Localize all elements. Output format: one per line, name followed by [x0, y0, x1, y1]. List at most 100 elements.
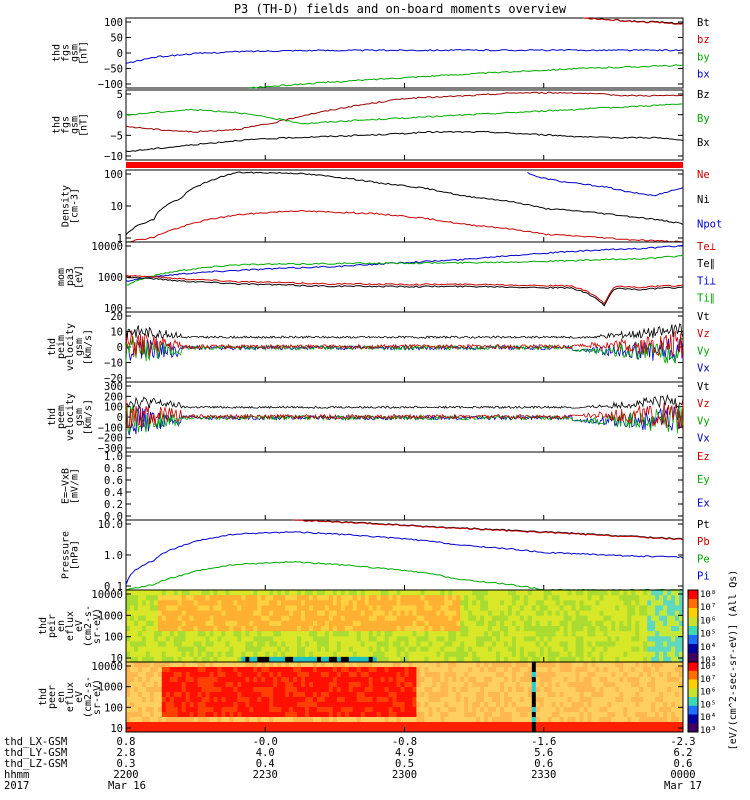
spectrogram-cell	[543, 600, 549, 606]
spectrogram-cell	[368, 687, 374, 693]
spectrogram-cell	[432, 631, 437, 637]
spectrogram-cell	[452, 615, 457, 622]
spectrogram-cell	[360, 712, 366, 718]
spectrogram-cell	[392, 677, 398, 683]
spectrogram-cell	[539, 610, 545, 617]
spectrogram-cell	[627, 667, 632, 673]
spectrogram-cell	[643, 717, 648, 723]
spectrogram-cell	[368, 702, 374, 708]
spectrogram-cell	[305, 595, 310, 601]
spectrogram-cell	[472, 697, 477, 703]
spectrogram-cell	[289, 672, 294, 678]
spectrogram-cell	[316, 712, 322, 718]
spectrogram-cell	[488, 692, 493, 698]
spectrogram-cell	[189, 667, 195, 673]
spectrogram-cell	[253, 707, 258, 713]
spectrogram-cell	[245, 697, 250, 703]
spectrogram-cell	[416, 727, 421, 733]
spectrogram-cell	[476, 687, 481, 693]
spectrogram-cell	[655, 605, 660, 612]
spectrogram-cell	[619, 722, 624, 728]
spectrogram-cell	[663, 590, 668, 596]
spectrogram-cell	[408, 641, 413, 648]
spectrogram-cell	[480, 707, 485, 713]
velocity-trace	[125, 336, 684, 364]
spectrogram-cell	[197, 631, 203, 637]
spectrogram-cell	[595, 692, 600, 698]
spectrogram-cell	[507, 682, 513, 688]
spectrogram-cell	[193, 692, 199, 698]
spectrogram-cell	[679, 692, 684, 698]
ytick-label: 20	[110, 311, 123, 323]
spectrogram-cell	[607, 667, 612, 673]
spectrogram-cell	[408, 626, 413, 632]
spectrogram-cell	[181, 626, 187, 632]
spectrogram-cell	[269, 702, 274, 708]
spectrogram-cell	[476, 672, 481, 678]
spectrogram-cell	[659, 677, 664, 683]
series-Pb	[293, 519, 684, 541]
spectrogram-cell	[484, 600, 489, 606]
spectrogram-cell	[531, 717, 537, 723]
spectrogram-cell	[575, 636, 581, 642]
spectrogram-cell	[611, 631, 616, 637]
spectrogram-cell	[324, 595, 330, 601]
spectrogram-cell	[348, 712, 354, 718]
spectrogram-cell	[627, 702, 632, 708]
spectrogram-cell	[452, 727, 457, 733]
spectrogram-cell	[460, 605, 465, 612]
spectrogram-cell	[380, 656, 386, 663]
spectrogram-cell	[372, 687, 378, 693]
ytick-label: 1.0	[104, 550, 123, 562]
spectrogram-cell	[408, 615, 413, 622]
spectrogram-cell	[476, 595, 481, 601]
spectrogram-cell	[527, 595, 533, 601]
spectrogram-cell	[257, 662, 262, 668]
spectrogram-cell	[388, 615, 394, 622]
spectrogram-cell	[611, 626, 616, 632]
spectrogram-cell	[595, 707, 600, 713]
spectrogram-cell	[193, 590, 199, 596]
spectrogram-cell	[539, 702, 545, 708]
spectrogram-cell	[372, 600, 378, 606]
spectrogram-cell	[237, 595, 242, 601]
spectrogram-cell	[595, 697, 600, 703]
spectrogram-cell	[400, 610, 405, 617]
spectrogram-cell	[412, 707, 417, 713]
spectrogram-cell	[249, 590, 254, 596]
spectrogram-cell	[281, 646, 286, 653]
spectrogram-cell	[476, 722, 481, 728]
spectrogram-cell	[297, 595, 302, 601]
spectrogram-cell	[583, 727, 589, 733]
spectrogram-cell	[607, 722, 612, 728]
spectrogram-cell	[293, 610, 298, 617]
spectrogram-cell	[643, 682, 648, 688]
spectrogram-cell	[209, 590, 215, 596]
spectrogram-cell	[551, 717, 557, 723]
spectrogram-cell	[535, 631, 541, 637]
spectrogram-cell	[237, 605, 242, 612]
spectrogram-cell	[173, 697, 179, 703]
spectrogram-cell	[631, 692, 636, 698]
spectrogram-cell	[567, 641, 573, 648]
spectrogram-cell	[675, 727, 680, 733]
spectrogram-cell	[388, 626, 394, 632]
spectrogram-cell	[384, 615, 390, 622]
ytick-label: −10	[104, 151, 123, 163]
colorbar-band	[688, 688, 698, 698]
spectrogram-cell	[627, 646, 632, 653]
spectrogram-cell	[221, 631, 226, 637]
spectrogram-cell	[575, 590, 581, 596]
spectrogram-cell	[205, 590, 211, 596]
spectrogram-cell	[531, 662, 537, 668]
spectrogram-cell	[659, 697, 664, 703]
spectrogram-cell	[177, 595, 183, 601]
spectrogram-cell	[492, 682, 497, 688]
spectrogram-cell	[499, 651, 505, 658]
spectrogram-cell	[297, 667, 302, 673]
spectrogram-cell	[265, 692, 270, 698]
spectrogram-cell	[265, 610, 270, 617]
spectrogram-cell	[583, 656, 589, 663]
spectrogram-cell	[320, 667, 326, 673]
spectrogram-cell	[336, 600, 342, 606]
